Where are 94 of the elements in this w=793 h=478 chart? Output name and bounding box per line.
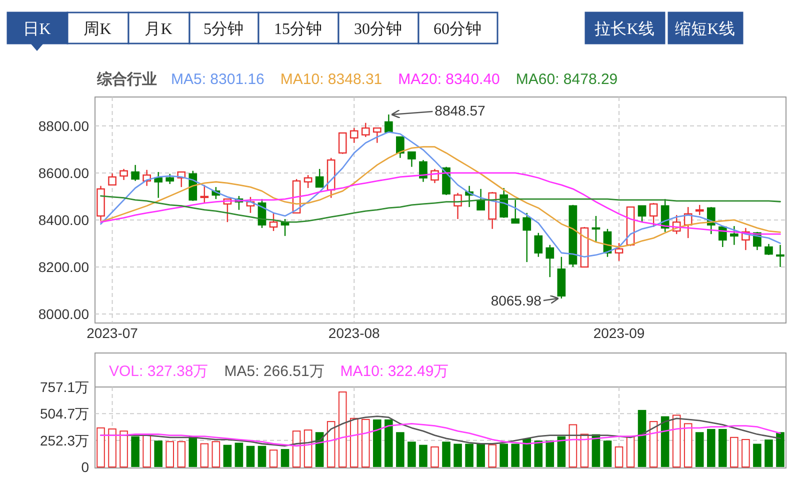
candlestick (592, 215, 600, 243)
text: MA5: 266.51万 (224, 363, 324, 380)
text: MA60: 8478.29 (516, 71, 618, 88)
bar (522, 438, 532, 467)
bar (280, 449, 290, 467)
bar (304, 430, 312, 468)
bar (476, 444, 485, 467)
text: 5分钟 (204, 21, 244, 38)
bar (373, 419, 382, 467)
text: 月K (144, 21, 173, 38)
bar (234, 442, 244, 467)
bar (511, 444, 520, 467)
y-tick-label: 252.3万 (40, 432, 89, 448)
text: MA10: 322.49万 (340, 363, 449, 380)
bar (695, 432, 704, 467)
y-tick-label: 757.1万 (40, 379, 89, 395)
y-tick-label: 8200.00 (38, 258, 90, 275)
candlestick (96, 185, 105, 222)
x-tick-label: 2023-08 (328, 325, 380, 341)
bar (384, 419, 393, 467)
bar (580, 434, 589, 468)
bar (603, 440, 612, 467)
bar (454, 444, 462, 467)
bar (500, 444, 508, 467)
x-tick-label: 2023-07 (86, 325, 138, 341)
bar (546, 440, 554, 467)
text: 60分钟 (434, 21, 482, 38)
bar (120, 430, 128, 468)
text: MA5: 8301.16 (171, 71, 264, 88)
x-tick-label: 2023-09 (593, 325, 645, 341)
bar (442, 442, 450, 467)
bar (430, 446, 439, 468)
y-tick-label: 8000.00 (38, 306, 90, 322)
bar (177, 441, 186, 468)
bar (326, 421, 336, 468)
bar (154, 440, 162, 467)
bar (361, 418, 370, 468)
bar (200, 443, 209, 468)
bar (131, 436, 140, 467)
candlestick (419, 159, 428, 182)
bar (626, 436, 635, 468)
y-tick-label: 0 (81, 459, 90, 475)
bar (672, 414, 681, 468)
bar (753, 444, 762, 467)
bar (258, 446, 266, 467)
text: 周K (84, 21, 112, 38)
bar (188, 436, 198, 467)
text: VOL: 327.38万 (109, 363, 208, 380)
bar (742, 439, 750, 468)
bar (764, 440, 773, 467)
bar (557, 436, 566, 467)
y-tick-label: 8800.00 (38, 118, 90, 134)
bar (338, 391, 347, 468)
bar (638, 410, 646, 467)
bar (465, 444, 474, 467)
bar (776, 432, 784, 467)
bar (396, 432, 404, 467)
candlestick (776, 244, 784, 268)
bar (246, 446, 255, 467)
annotation: 8065.98 (490, 292, 542, 308)
bar (419, 444, 428, 467)
y-tick-label: 8600.00 (38, 164, 90, 181)
bar (684, 423, 692, 468)
chart-title: 综合行业 (96, 71, 157, 88)
text: 30分钟 (354, 21, 402, 38)
bar (488, 444, 496, 468)
bar (166, 441, 174, 468)
text: 缩短K线 (675, 20, 735, 38)
candlestick (131, 164, 140, 182)
bar (350, 418, 358, 468)
text: 日K (23, 21, 52, 38)
bar (96, 427, 105, 468)
text: 拉长K线 (594, 20, 654, 38)
line-series (100, 422, 781, 447)
text: MA10: 8348.31 (280, 71, 382, 88)
bar (660, 416, 670, 467)
bar (212, 441, 220, 468)
bar (614, 446, 624, 468)
text: 15分钟 (274, 21, 322, 38)
bar (292, 430, 301, 468)
bar (730, 436, 738, 468)
text: MA20: 8340.40 (398, 71, 500, 88)
bar (706, 428, 716, 467)
y-tick-label: 504.7万 (40, 406, 89, 422)
bar (568, 424, 578, 468)
bar (534, 440, 543, 467)
bar (649, 421, 658, 468)
bar (108, 428, 116, 468)
bar (223, 444, 232, 467)
bar (269, 450, 278, 468)
y-tick-label: 8400.00 (38, 212, 90, 228)
annotation: 8848.57 (434, 102, 486, 118)
bar (408, 442, 416, 467)
bar (718, 428, 727, 467)
